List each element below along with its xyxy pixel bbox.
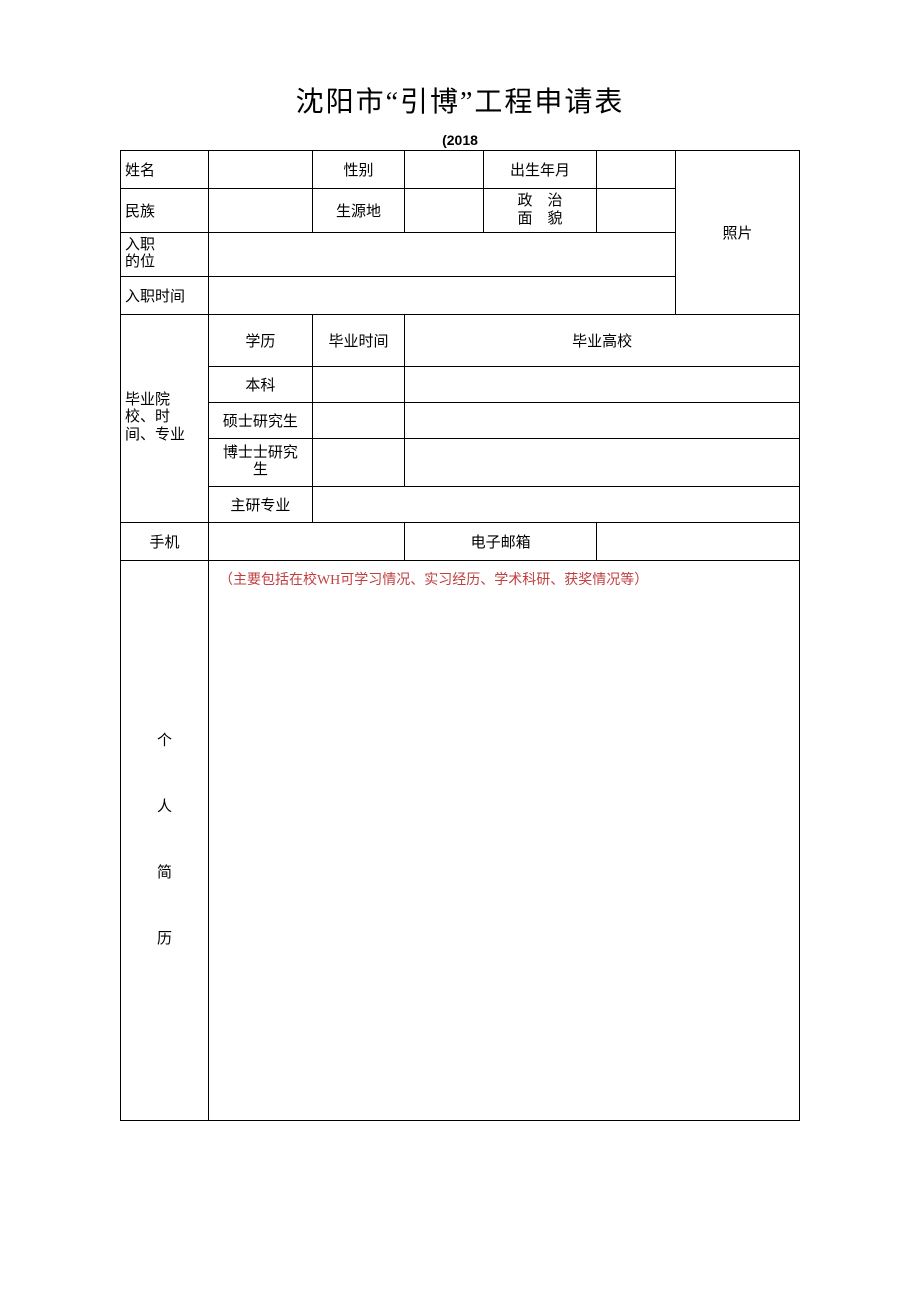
value-birth[interactable]	[596, 151, 675, 189]
table-row: 姓名 性别 出生年月 照片	[121, 151, 800, 189]
resume-hint: （主要包括在校WH可学习情况、实习经历、学术科研、获奖情况等）	[219, 573, 648, 588]
label-entry-time: 入职时间	[121, 276, 209, 314]
label-ethnic: 民族	[121, 189, 209, 233]
table-row: 博士士研究生	[121, 438, 800, 486]
table-row: 个 人 简 历 （主要包括在校WH可学习情况、实习经历、学术科研、获奖情况等）	[121, 560, 800, 1120]
value-phd-time[interactable]	[312, 438, 404, 486]
label-bachelor: 本科	[208, 366, 312, 402]
value-email[interactable]	[596, 522, 799, 560]
value-ethnic[interactable]	[208, 189, 312, 233]
value-origin[interactable]	[405, 189, 484, 233]
value-bachelor-school[interactable]	[405, 366, 800, 402]
table-row: 毕业院 校、时 间、专业 学历 毕业时间 毕业高校	[121, 314, 800, 366]
application-form-table: 姓名 性别 出生年月 照片 民族 生源地 政 治面 貌 入职的位 入职时间 毕业…	[120, 150, 800, 1121]
table-row: 本科	[121, 366, 800, 402]
label-email: 电子邮箱	[405, 522, 597, 560]
value-gender[interactable]	[405, 151, 484, 189]
label-degree: 学历	[208, 314, 312, 366]
value-phd-school[interactable]	[405, 438, 800, 486]
value-bachelor-time[interactable]	[312, 366, 404, 402]
label-resume: 个 人 简 历	[121, 560, 209, 1120]
label-name: 姓名	[121, 151, 209, 189]
value-position[interactable]	[208, 233, 675, 277]
value-master-time[interactable]	[312, 402, 404, 438]
label-major: 主研专业	[208, 486, 312, 522]
table-row: 硕士研究生	[121, 402, 800, 438]
table-row: 主研专业	[121, 486, 800, 522]
label-phd: 博士士研究生	[208, 438, 312, 486]
table-row: 手机 电子邮箱	[121, 522, 800, 560]
label-birth: 出生年月	[484, 151, 597, 189]
label-phone: 手机	[121, 522, 209, 560]
label-gender: 性别	[312, 151, 404, 189]
value-phone[interactable]	[208, 522, 404, 560]
value-major[interactable]	[312, 486, 799, 522]
page-title: 沈阳市“引博”工程申请表	[120, 80, 800, 120]
label-master: 硕士研究生	[208, 402, 312, 438]
label-edu-section: 毕业院 校、时 间、专业	[121, 314, 209, 522]
page-subtitle: (2018	[120, 132, 800, 148]
label-position: 入职的位	[121, 233, 209, 277]
photo-cell[interactable]: 照片	[675, 151, 799, 315]
value-master-school[interactable]	[405, 402, 800, 438]
value-resume[interactable]: （主要包括在校WH可学习情况、实习经历、学术科研、获奖情况等）	[208, 560, 799, 1120]
value-entry-time[interactable]	[208, 276, 675, 314]
label-origin: 生源地	[312, 189, 404, 233]
value-name[interactable]	[208, 151, 312, 189]
value-political[interactable]	[596, 189, 675, 233]
label-grad-time: 毕业时间	[312, 314, 404, 366]
label-political: 政 治面 貌	[484, 189, 597, 233]
label-grad-school: 毕业高校	[405, 314, 800, 366]
